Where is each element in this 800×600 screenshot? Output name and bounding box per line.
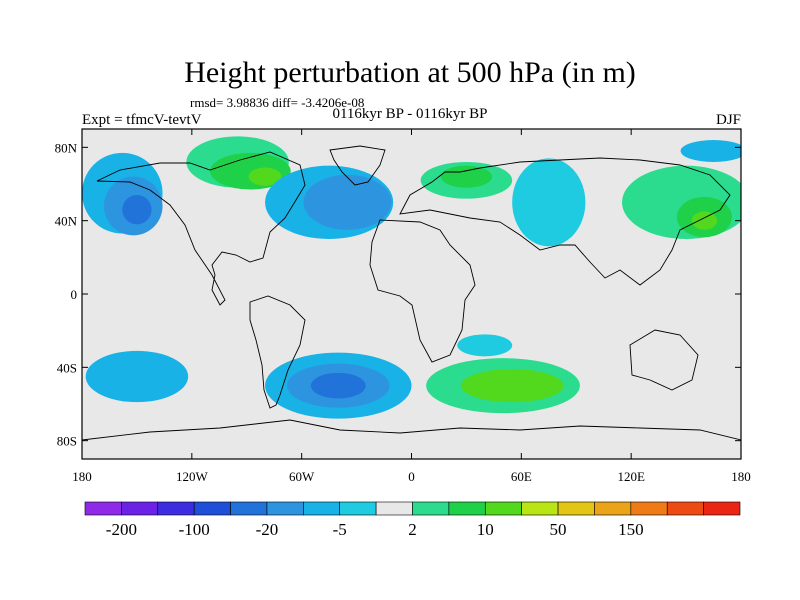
longitude-axis: 180 120W 60W 0 60E 120E 180	[72, 129, 751, 484]
colorbar-swatch	[521, 501, 559, 516]
coastline-greenland	[329, 145, 386, 186]
colorbar-swatch	[666, 501, 704, 516]
lon-tick-label: 0	[408, 469, 415, 484]
colorbar-swatch	[484, 501, 522, 516]
latitude-axis: 80N 40N 0 40S 80S	[55, 140, 741, 449]
colorbar-label: 2	[408, 520, 417, 539]
coastline-eurasia	[399, 157, 731, 286]
colorbar-label: 10	[477, 520, 494, 539]
colorbar-swatch	[157, 501, 195, 516]
colorbar-label: 50	[550, 520, 567, 539]
lat-tick-label: 80S	[57, 434, 77, 449]
anomaly-contour	[691, 211, 718, 230]
colorbar-swatch	[84, 501, 122, 516]
anomaly-contour	[460, 369, 564, 403]
colorbar-swatch	[375, 501, 413, 516]
lon-tick-label: 120E	[617, 469, 645, 484]
colorbar-swatch	[121, 501, 159, 516]
colorbar-swatch	[193, 501, 231, 516]
anomaly-contour	[440, 165, 493, 188]
map-area	[81, 128, 742, 460]
anomaly-contour	[457, 334, 513, 357]
stats-text: rmsd= 3.98836 diff= -3.4206e-08	[190, 95, 364, 110]
colorbar-swatch	[448, 501, 486, 516]
lat-tick-label: 0	[71, 287, 78, 302]
coastline-antarctica	[82, 419, 741, 441]
colorbar-swatch	[703, 501, 741, 516]
colorbar-swatch	[557, 501, 595, 516]
colorbar-swatch	[594, 501, 632, 516]
colorbar: -200 -100 -20 -5 2 10 50 150	[84, 501, 741, 539]
season-label: DJF	[716, 112, 741, 128]
period-label: 0116kyr BP - 0116kyr BP	[332, 106, 487, 122]
lat-tick-label: 40S	[57, 360, 77, 375]
anomaly-field	[82, 136, 741, 419]
colorbar-label: -100	[179, 520, 210, 539]
coastline-africa	[369, 219, 476, 363]
anomaly-contour	[310, 372, 366, 399]
anomaly-contour	[680, 140, 741, 162]
coastline-south-america	[249, 295, 306, 409]
colorbar-label: -200	[106, 520, 137, 539]
colorbar-swatch	[230, 501, 268, 516]
colorbar-label: 150	[618, 520, 644, 539]
colorbar-label: -5	[333, 520, 347, 539]
colorbar-swatch	[303, 501, 341, 516]
anomaly-contour	[85, 350, 189, 403]
colorbar-label: -20	[256, 520, 279, 539]
anomaly-contour	[122, 195, 152, 225]
lon-tick-label: 180	[72, 469, 92, 484]
colorbar-swatch	[266, 501, 304, 516]
lon-tick-label: 60W	[289, 469, 315, 484]
experiment-label: Expt = tfmcV-tevtV	[82, 112, 202, 128]
coastline-australia	[629, 329, 699, 391]
colorbar-swatch	[630, 501, 668, 516]
anomaly-contour	[512, 158, 586, 247]
lat-tick-label: 40N	[55, 214, 78, 229]
plot-title: Height perturbation at 500 hPa (in m)	[184, 56, 636, 89]
colorbar-swatch	[412, 501, 450, 516]
lat-tick-label: 80N	[55, 140, 78, 155]
anomaly-contour	[248, 167, 282, 186]
coastline-north-america	[96, 151, 306, 306]
lon-tick-label: 180	[731, 469, 751, 484]
colorbar-swatch	[339, 501, 377, 516]
coastlines	[82, 145, 741, 441]
anomaly-contour	[303, 174, 392, 230]
lon-tick-label: 120W	[176, 469, 209, 484]
lon-tick-label: 60E	[511, 469, 532, 484]
